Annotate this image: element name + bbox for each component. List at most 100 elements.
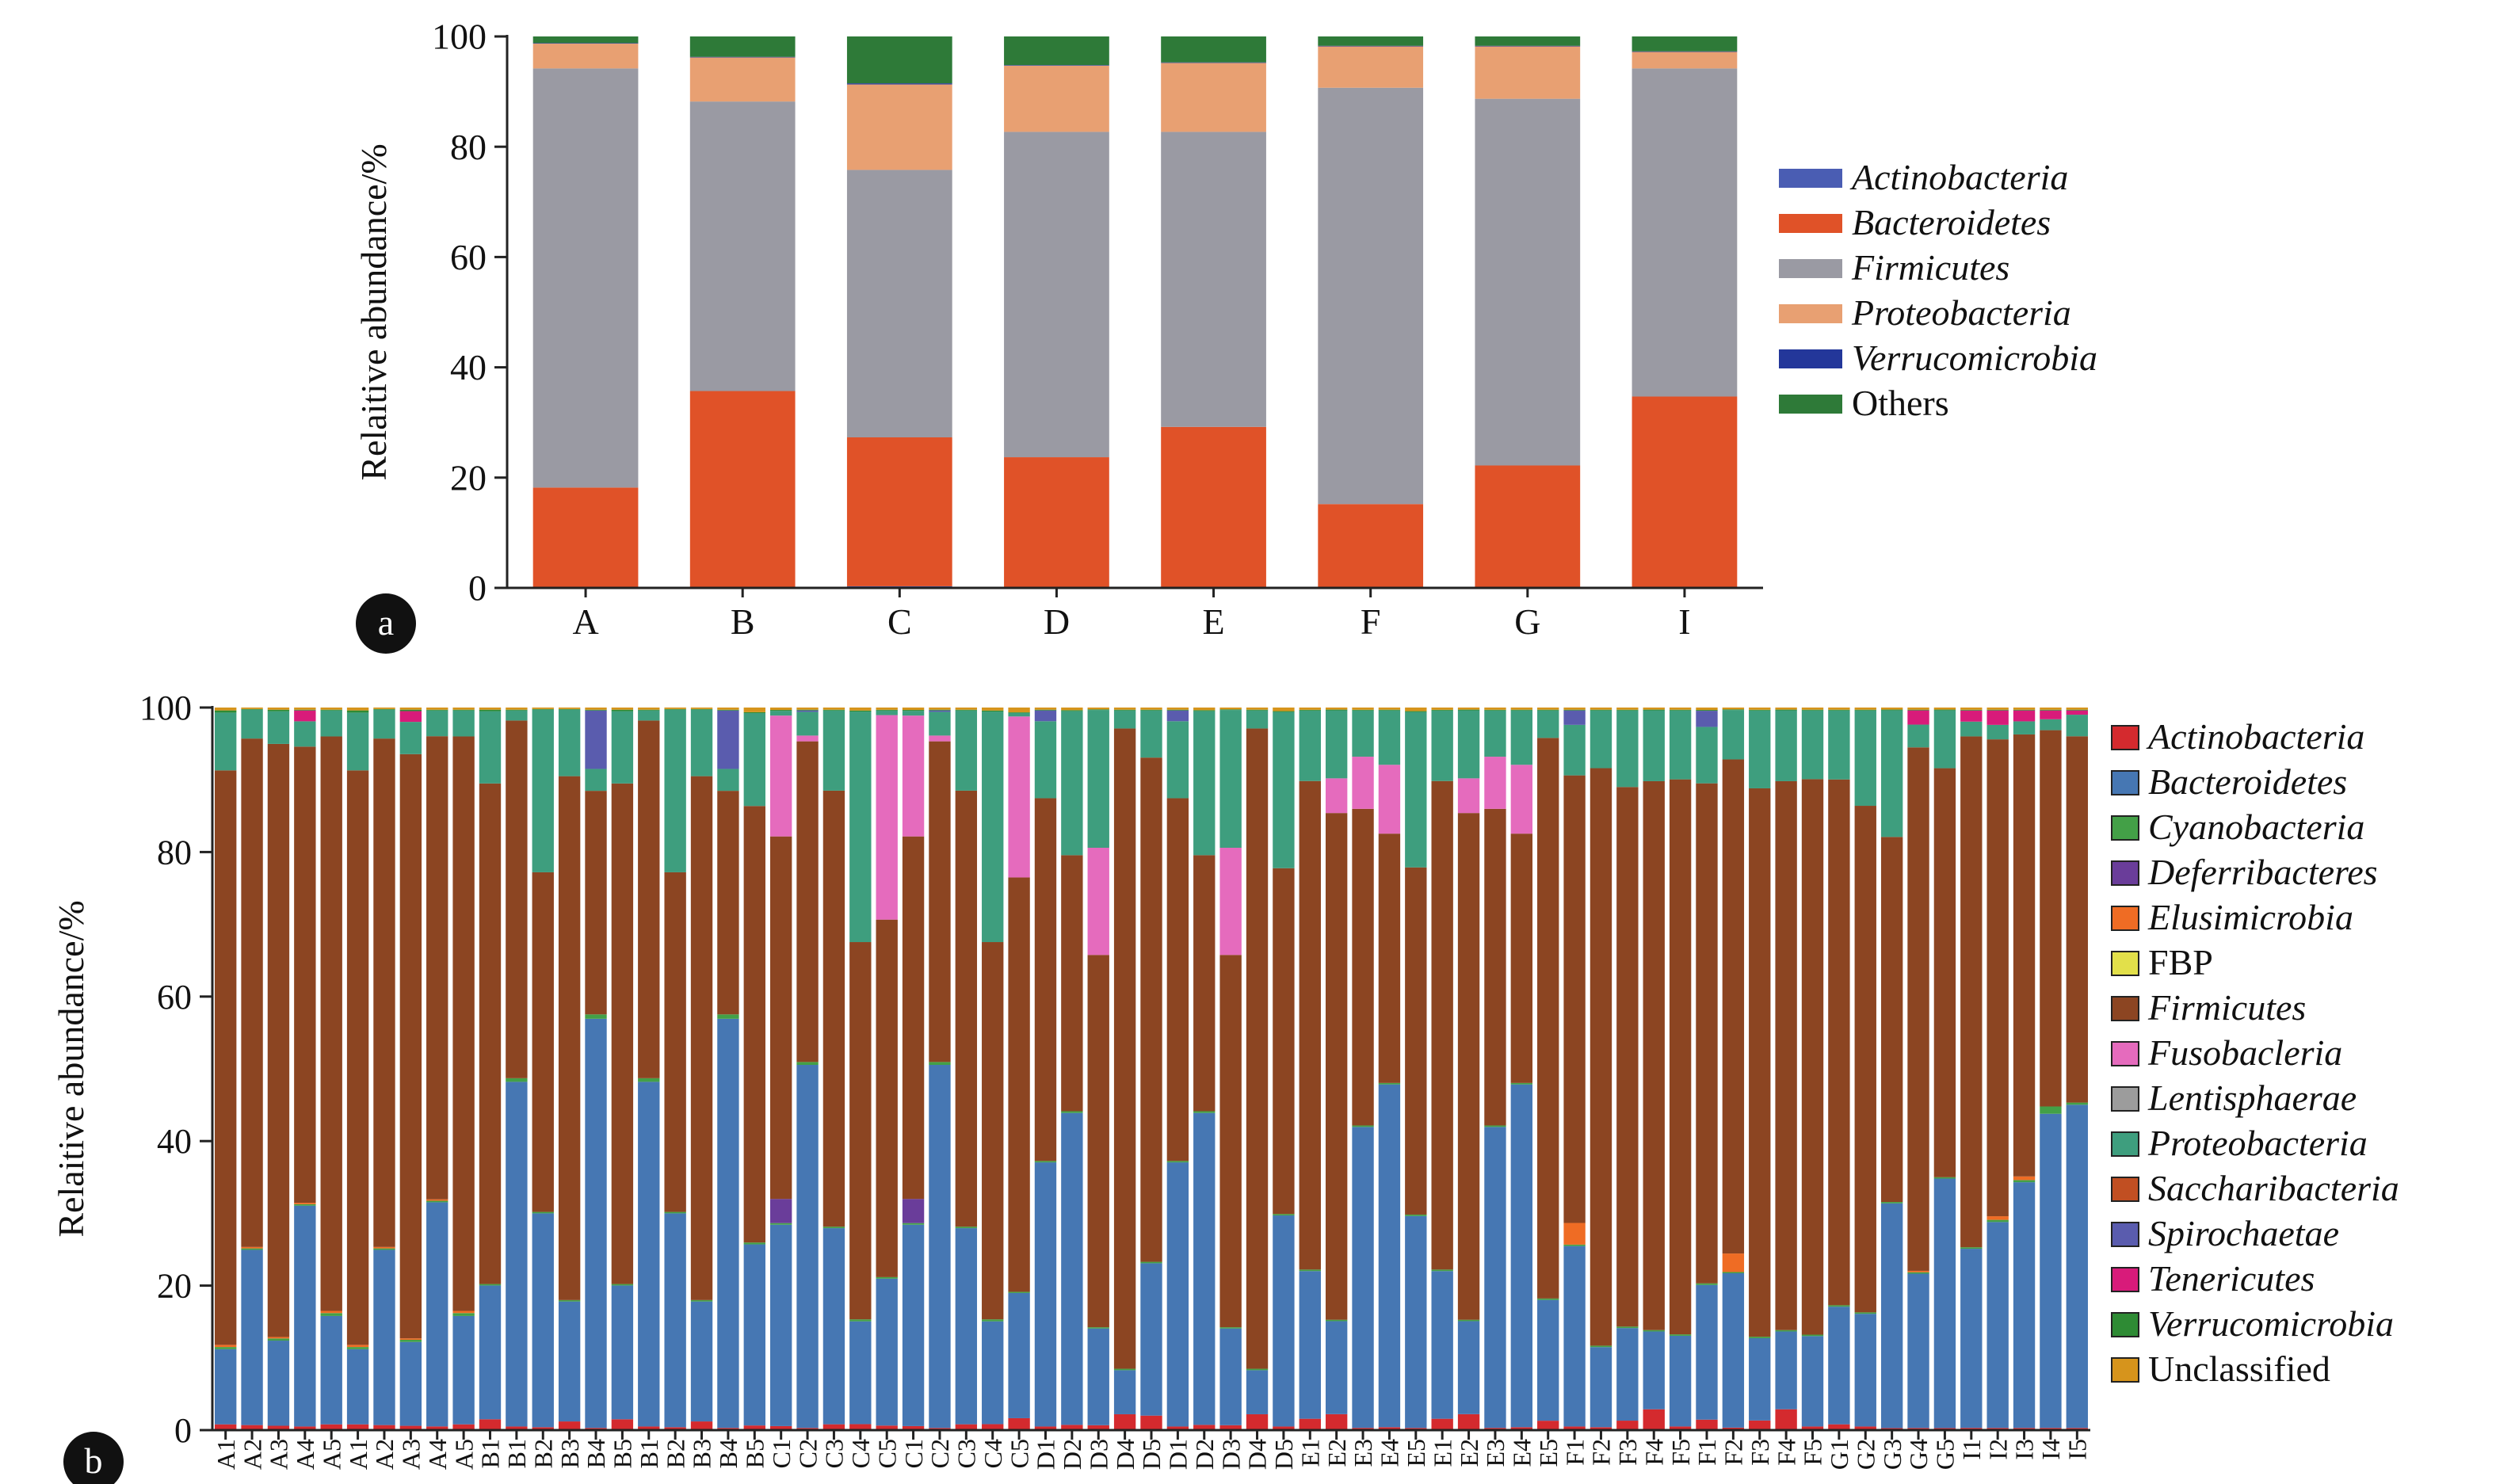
x-tick-label: D1 [1164, 1439, 1193, 1470]
bar-segment [1801, 1426, 1824, 1430]
bars [215, 708, 2088, 1430]
bar-segment [346, 770, 369, 1345]
bar-segment [1643, 1331, 1665, 1410]
bar-segment [532, 43, 639, 44]
bar-segment [1299, 708, 1321, 710]
bar-segment [241, 709, 263, 739]
bar-segment [1590, 1345, 1612, 1348]
bar-segment [373, 708, 395, 710]
bar-segment [1299, 1269, 1321, 1272]
bar-segment [1004, 457, 1109, 587]
bar-segment [346, 1345, 369, 1348]
bar-segment [1880, 709, 1903, 711]
legend-swatch [2111, 906, 2139, 931]
x-tick-label: F3 [1746, 1439, 1774, 1466]
x-tick-label: B5 [609, 1439, 637, 1468]
bar-segment [1166, 1162, 1189, 1427]
bar-segment [902, 1223, 925, 1225]
bar-segment [638, 710, 660, 721]
bar-segment [1960, 708, 1983, 710]
bar-segment [1405, 1215, 1427, 1429]
bar-segment [558, 708, 581, 710]
bar-segment [769, 708, 792, 711]
bar-segment [1475, 45, 1581, 47]
bar-segment [1960, 710, 1983, 722]
bar-segment [1193, 1111, 1216, 1113]
bar-segment [1907, 724, 1929, 748]
bar-segment [743, 1242, 765, 1245]
x-tick-label: I1 [1957, 1439, 1986, 1460]
bar-segment [902, 1425, 925, 1430]
bar-segment [1907, 747, 1929, 1271]
bar-segment [1696, 710, 1718, 711]
bar-segment [1722, 709, 1745, 711]
bar-segment [2066, 1104, 2088, 1429]
x-tick-label: B3 [688, 1439, 716, 1468]
bar-segment [1325, 708, 1348, 710]
bar-segment [1299, 710, 1321, 781]
bar-segment [1986, 1222, 2009, 1429]
legend-swatch [1779, 395, 1842, 414]
bar-segment [1933, 1177, 1956, 1179]
legend-swatch [2111, 1267, 2139, 1292]
bar-segment [1510, 709, 1533, 711]
x-tick-label: B2 [661, 1439, 689, 1468]
x-tick-label: D [1044, 601, 1070, 642]
x-tick-label: F4 [1772, 1439, 1800, 1466]
bar-segment [1907, 1272, 1929, 1274]
x-tick-label: D4 [1111, 1439, 1139, 1470]
bar-segment [1166, 710, 1189, 722]
bar-segment [638, 709, 660, 711]
bar-segment [1166, 709, 1189, 711]
bar-segment [1643, 709, 1665, 711]
bar-segment [1907, 709, 1929, 711]
bar-segment [1590, 710, 1612, 769]
legend-swatch [2111, 1041, 2139, 1066]
bar-segment [1828, 708, 1850, 710]
bar-segment [320, 709, 342, 711]
bar-segment [1193, 711, 1216, 856]
bar-segment [1484, 708, 1506, 710]
bar-segment [769, 1223, 792, 1225]
y-tick-label: 100 [139, 689, 192, 727]
y-tick-label: 80 [450, 127, 487, 167]
bar-segment [1828, 779, 1850, 1306]
bar-segment [479, 783, 502, 1284]
bar-segment [1616, 708, 1639, 710]
bar-segment [611, 1419, 634, 1430]
bar-segment [1722, 1273, 1745, 1428]
bar-segment [743, 708, 765, 712]
bar-segment [1166, 708, 1189, 710]
bar-segment [1378, 1084, 1401, 1428]
bar-segment [1933, 768, 1956, 1177]
x-tick-label: C4 [979, 1439, 1007, 1468]
x-tick-label: B2 [529, 1439, 557, 1468]
bar-segment [1616, 1421, 1639, 1430]
bar-segment [929, 1062, 951, 1066]
bar-segment [1273, 1214, 1295, 1216]
legend-swatch [2111, 770, 2139, 795]
bar-segment [1140, 1263, 1162, 1416]
bar-segment [267, 743, 290, 1337]
bar-segment [506, 1426, 528, 1430]
x-tick-label: I [1678, 601, 1690, 642]
bar-segment [215, 1424, 237, 1430]
bar-segment [1087, 1425, 1109, 1430]
bar-segment [399, 1425, 422, 1430]
panel-badge-letter: b [85, 1440, 103, 1481]
bar-segment [2040, 708, 2062, 710]
bar-segment [1484, 808, 1506, 1126]
bar-segment [876, 919, 898, 1277]
bar-segment [1219, 1328, 1242, 1425]
bar-segment [1087, 955, 1109, 1328]
bar-segment [1643, 708, 1665, 710]
bar-segment [1405, 1214, 1427, 1216]
bar-segment [2040, 710, 2062, 719]
x-tick-label: C2 [926, 1439, 954, 1468]
bar-segment [1749, 788, 1771, 1337]
bar-segment [690, 708, 713, 709]
bar-segment [1318, 504, 1424, 587]
bar-segment [1854, 1426, 1876, 1430]
bar-segment [506, 709, 528, 711]
bar-segment [664, 1213, 686, 1428]
